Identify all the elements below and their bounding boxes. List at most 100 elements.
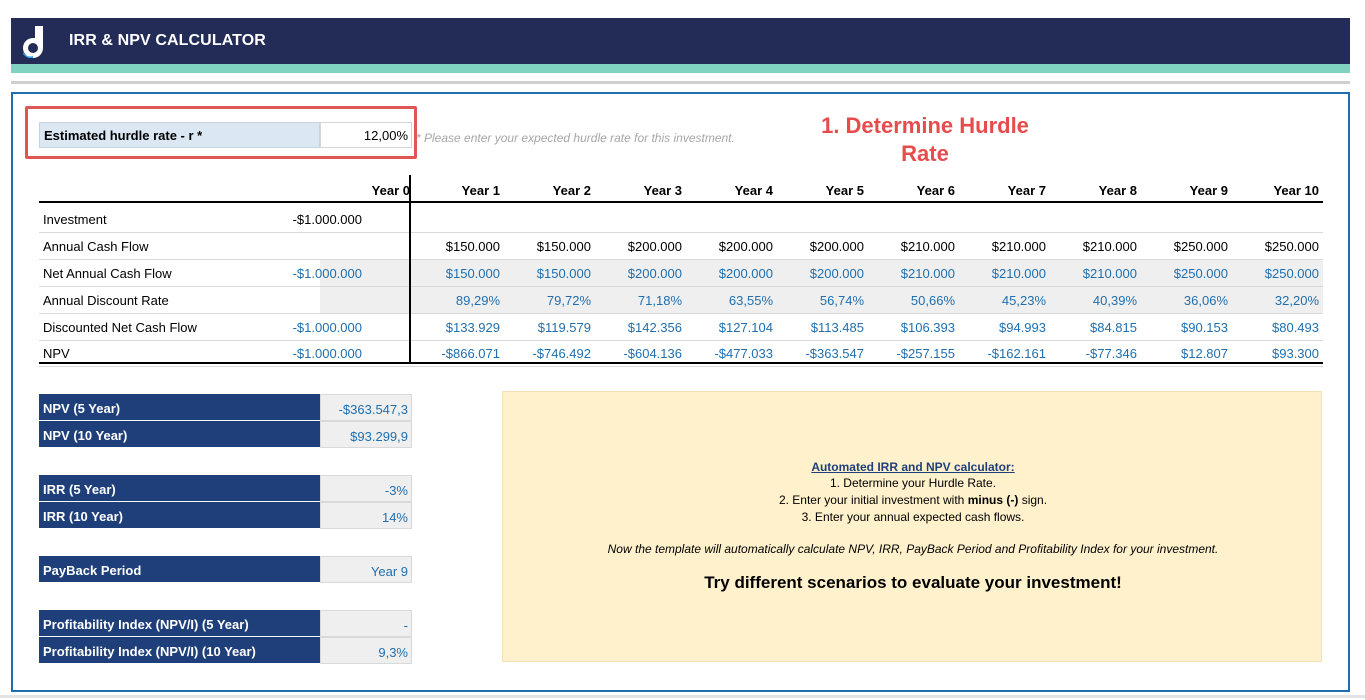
table-cell: $142.356 xyxy=(627,320,682,335)
year-header: Year 4 xyxy=(734,183,773,198)
table-header-rule xyxy=(39,201,1323,203)
instructions-box: Automated IRR and NPV calculator: 1. Det… xyxy=(502,391,1322,662)
row-label: Investment xyxy=(43,212,107,227)
table-cell: -$477.033 xyxy=(714,346,773,361)
table-cell: $210.000 xyxy=(1082,239,1137,254)
bottom-divider xyxy=(0,695,1365,698)
table-cell: 50,66% xyxy=(910,293,955,308)
table-cell: $250.000 xyxy=(1173,239,1228,254)
year-header: Year 9 xyxy=(1189,183,1228,198)
step-title-line2: Rate xyxy=(901,141,949,166)
hurdle-rate-note: * Please enter your expected hurdle rate… xyxy=(416,131,735,145)
irr-5-year-label: IRR (5 Year) xyxy=(39,475,320,502)
profitability-index-10-year-value: 9,3% xyxy=(320,637,412,664)
table-cell: $12.807 xyxy=(1181,346,1228,361)
table-cell: $200.000 xyxy=(809,239,864,254)
row-label: Annual Cash Flow xyxy=(43,239,149,254)
row-label: Annual Discount Rate xyxy=(43,293,169,308)
table-cell: $150.000 xyxy=(445,266,500,281)
year-header: Year 5 xyxy=(825,183,864,198)
table-cell: -$257.155 xyxy=(896,346,955,361)
table-cell: 89,29% xyxy=(455,293,500,308)
npv-10-year-value: $93.299,9 xyxy=(320,421,412,448)
table-row: Investment -$1.000.000 xyxy=(39,206,1323,233)
table-cell: $200.000 xyxy=(718,239,773,254)
table-cell: $133.929 xyxy=(445,320,500,335)
step-title: 1. Determine Hurdle Rate xyxy=(780,112,1070,168)
calculator-frame xyxy=(11,92,1350,692)
table-row: Annual Discount Rate 89,29% 79,72% 71,18% 63… xyxy=(39,287,1323,314)
table-cell: $250.000 xyxy=(1264,266,1319,281)
year-header: Year 2 xyxy=(552,183,591,198)
header-accent-bar xyxy=(11,64,1350,73)
payback-period-value: Year 9 xyxy=(320,556,412,583)
year-header: Year 1 xyxy=(461,183,500,198)
table-cell: 40,39% xyxy=(1092,293,1137,308)
row-shading xyxy=(320,260,1323,286)
hurdle-rate-label: Estimated hurdle rate - r * xyxy=(39,122,320,148)
hurdle-highlight-box xyxy=(25,106,417,159)
table-cell: 32,20% xyxy=(1274,293,1319,308)
step-title-line1: 1. Determine Hurdle xyxy=(821,113,1029,138)
table-cell: -$866.071 xyxy=(441,346,500,361)
instructions-step-2: 2. Enter your initial investment with mi… xyxy=(503,493,1323,507)
table-cell: 63,55% xyxy=(728,293,773,308)
instructions-step-3: 3. Enter your annual expected cash flows… xyxy=(801,510,1025,524)
row-label: NPV xyxy=(43,346,70,361)
table-cell: -$746.492 xyxy=(532,346,591,361)
table-cell: 79,72% xyxy=(546,293,591,308)
table-bottom-rule xyxy=(39,362,1323,364)
payback-period-label: PayBack Period xyxy=(39,556,320,583)
table-cell: -$1.000.000 xyxy=(292,346,362,361)
table-cell: $200.000 xyxy=(627,239,682,254)
table-cell: -$1.000.000 xyxy=(292,320,362,335)
table-cell: 45,23% xyxy=(1001,293,1046,308)
year0-divider xyxy=(409,175,411,364)
table-row: Annual Cash Flow $150.000 $150.000 $200.000… xyxy=(39,233,1323,260)
profitability-index-10-year-label: Profitability Index (NPV/I) (10 Year) xyxy=(39,637,320,664)
npv-5-year-label: NPV (5 Year) xyxy=(39,394,320,421)
table-cell: $90.153 xyxy=(1181,320,1228,335)
irr-10-year-label: IRR (10 Year) xyxy=(39,502,320,529)
table-cell: $200.000 xyxy=(809,266,864,281)
table-cell: -$1.000.000 xyxy=(292,212,362,227)
table-cell: -$604.136 xyxy=(623,346,682,361)
table-row: Discounted Net Cash Flow -$1.000.000 $133.… xyxy=(39,314,1323,341)
table-cell: $250.000 xyxy=(1264,239,1319,254)
year-header: Year 8 xyxy=(1098,183,1137,198)
irr-5-year-value: -3% xyxy=(320,475,412,502)
npv-5-year-value: -$363.547,3 xyxy=(320,394,412,421)
row-label: Discounted Net Cash Flow xyxy=(43,320,197,335)
app-logo-icon xyxy=(23,26,43,58)
table-cell: -$77.346 xyxy=(1085,346,1137,361)
app-title: IRR & NPV CALCULATOR xyxy=(69,32,266,49)
table-cell: $84.815 xyxy=(1090,320,1137,335)
step-2-text: 2. Enter your initial investment with xyxy=(778,493,968,507)
profitability-index-5-year-label: Profitability Index (NPV/I) (5 Year) xyxy=(39,610,320,637)
table-cell: $106.393 xyxy=(900,320,955,335)
instructions-note: Now the template will automatically calc… xyxy=(607,542,1219,556)
table-cell: $210.000 xyxy=(991,239,1046,254)
table-cell: $210.000 xyxy=(991,266,1046,281)
table-cell: 56,74% xyxy=(819,293,864,308)
npv-10-year-label: NPV (10 Year) xyxy=(39,421,320,448)
table-cell: $119.579 xyxy=(537,320,591,335)
table-cell: $210.000 xyxy=(900,239,955,254)
table-cell: $94.993 xyxy=(999,320,1046,335)
year-header: Year 10 xyxy=(1273,183,1319,198)
profitability-index-5-year-value: - xyxy=(320,610,412,637)
year-header: Year 3 xyxy=(643,183,682,198)
instructions-title: Automated IRR and NPV calculator: xyxy=(811,460,1015,474)
table-cell: $200.000 xyxy=(627,266,682,281)
table-cell: -$1.000.000 xyxy=(292,266,362,281)
row-shading xyxy=(320,287,1323,313)
table-cell: 36,06% xyxy=(1183,293,1228,308)
table-cell: $250.000 xyxy=(1173,266,1228,281)
table-cell: $150.000 xyxy=(536,239,591,254)
table-cell: $210.000 xyxy=(900,266,955,281)
table-cell: -$363.547 xyxy=(805,346,864,361)
table-cell: 71,18% xyxy=(637,293,682,308)
divider xyxy=(11,81,1350,84)
year-header: Year 0 xyxy=(371,183,410,198)
hurdle-rate-input[interactable] xyxy=(320,122,412,148)
